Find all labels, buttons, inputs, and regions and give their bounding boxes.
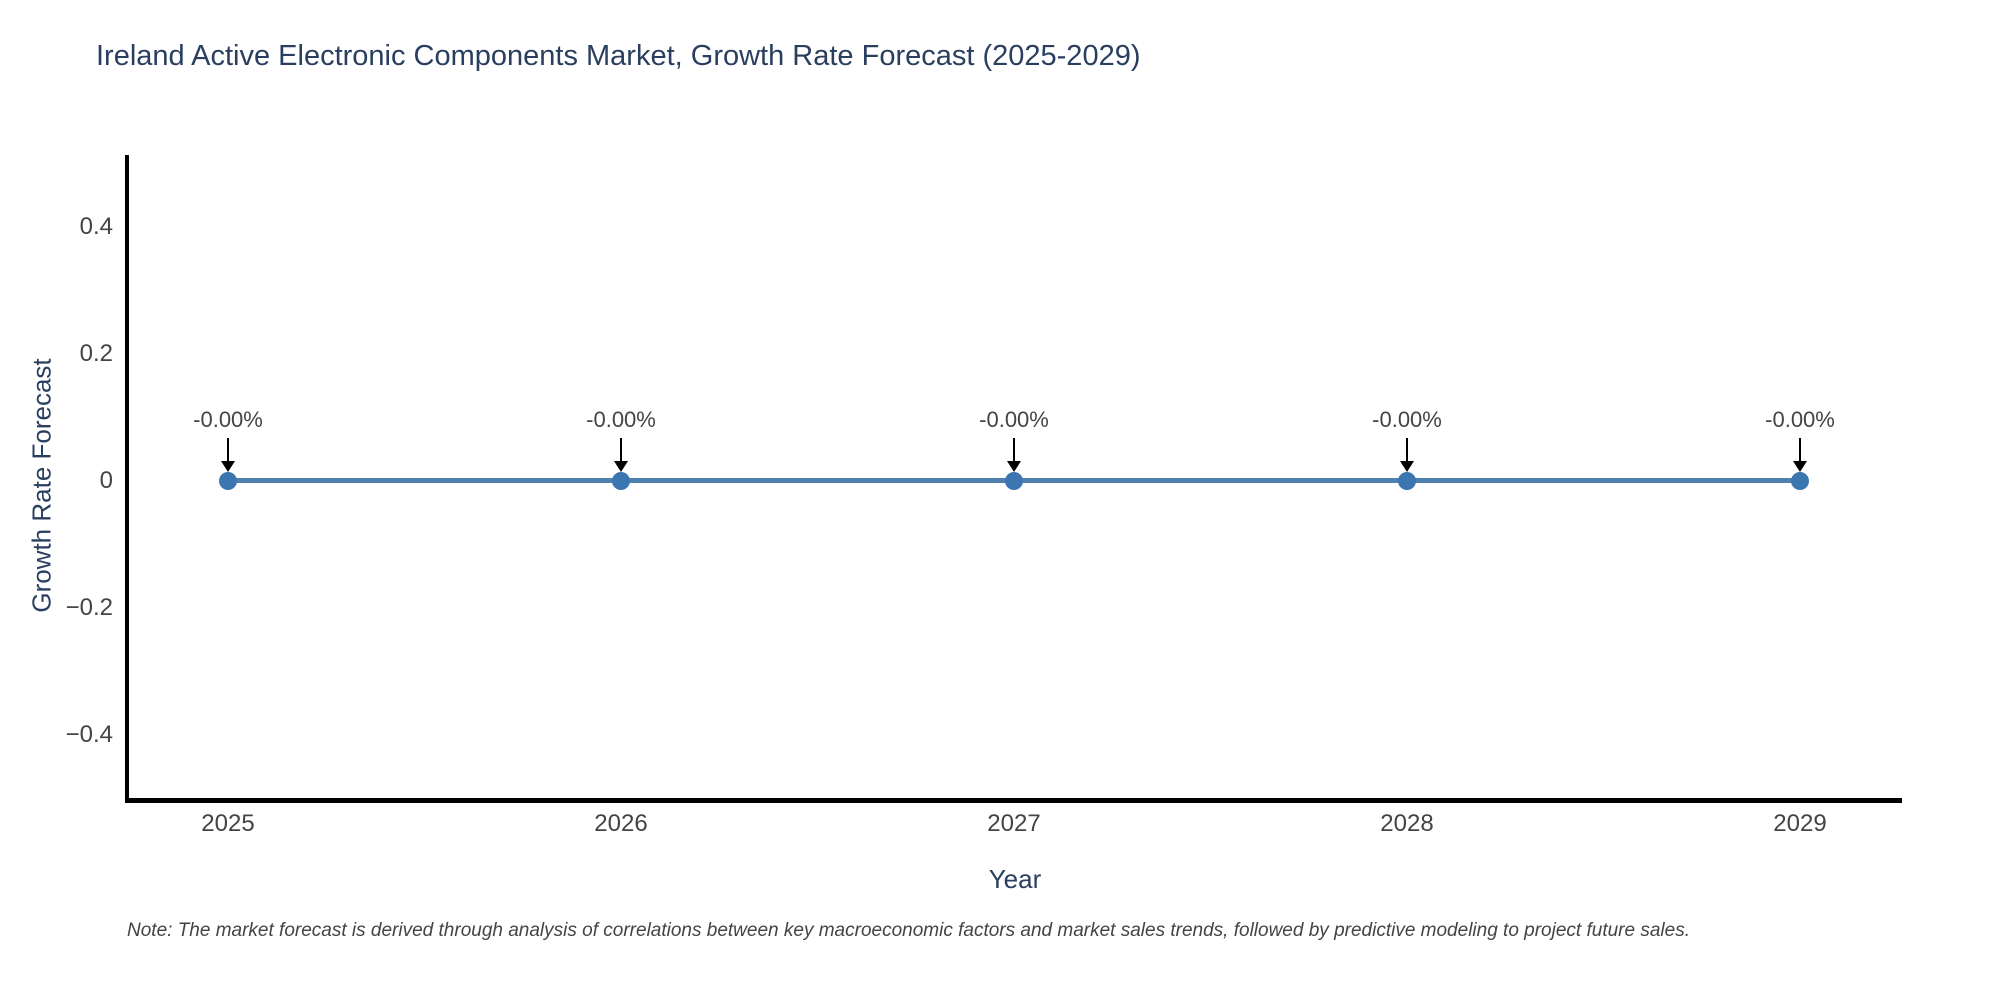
annotation-label: -0.00%: [1372, 407, 1442, 432]
y-tick-label: 0.4: [79, 213, 113, 240]
x-axis-title: Year: [988, 864, 1042, 894]
annotation-label: -0.00%: [193, 407, 263, 432]
annotation-arrow-shaft: [620, 438, 622, 463]
annotation-arrowhead-icon: [1007, 461, 1021, 472]
data-point-marker: [219, 472, 237, 490]
x-tick-label: 2027: [987, 810, 1041, 837]
y-tick-label: −0.2: [65, 594, 113, 621]
annotation-arrowhead-icon: [221, 461, 235, 472]
annotation-label: -0.00%: [1765, 407, 1835, 432]
y-tick-label: 0: [99, 467, 113, 494]
annotation-arrowhead-icon: [1400, 461, 1414, 472]
y-tick-label: −0.4: [65, 721, 113, 748]
annotation-arrowhead-icon: [614, 461, 628, 472]
x-axis-line: [125, 798, 1902, 803]
x-tick-label: 2026: [594, 810, 648, 837]
data-point-marker: [1791, 472, 1809, 490]
annotation-arrow-shaft: [227, 438, 229, 463]
annotation-label: -0.00%: [586, 407, 656, 432]
x-tick-label: 2028: [1380, 810, 1434, 837]
x-tick-label: 2025: [201, 810, 255, 837]
footnote: Note: The market forecast is derived thr…: [127, 920, 1690, 941]
data-point-marker: [1398, 472, 1416, 490]
chart-title: Ireland Active Electronic Components Mar…: [96, 40, 1141, 72]
data-point-marker: [612, 472, 630, 490]
data-point-marker: [1005, 472, 1023, 490]
annotation-arrowhead-icon: [1793, 461, 1807, 472]
annotation-arrow-shaft: [1406, 438, 1408, 463]
x-tick-label: 2029: [1773, 810, 1827, 837]
annotation-arrow-shaft: [1799, 438, 1801, 463]
annotation-label: -0.00%: [979, 407, 1049, 432]
y-axis-line: [125, 155, 129, 803]
y-tick-label: 0.2: [79, 340, 113, 367]
annotation-arrow-shaft: [1013, 438, 1015, 463]
